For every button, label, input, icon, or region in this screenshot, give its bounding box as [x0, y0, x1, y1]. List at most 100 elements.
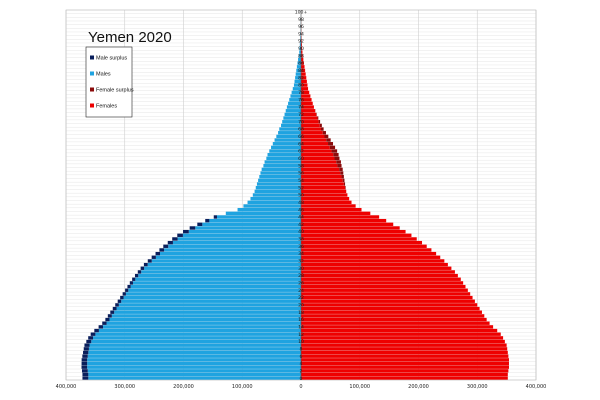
bar-males	[125, 292, 301, 296]
bar-females	[301, 350, 508, 355]
bar-female-surplus	[336, 160, 341, 164]
legend-label: Females	[96, 104, 117, 110]
bar-females	[301, 87, 309, 91]
bar-males	[289, 98, 301, 102]
age-tick-label: 36	[298, 244, 304, 250]
bar-males	[271, 145, 301, 150]
bar-males	[103, 325, 301, 329]
bar-male-surplus	[98, 325, 104, 329]
bar-females	[301, 262, 448, 267]
bar-male-surplus	[167, 240, 173, 245]
age-tick-label: 78	[298, 90, 304, 96]
x-tick-label: 0	[299, 384, 302, 390]
bar-male-surplus	[159, 248, 165, 252]
bar-males	[144, 266, 301, 270]
bar-males	[182, 233, 301, 237]
bar-males	[93, 336, 302, 340]
bar-males	[250, 196, 301, 201]
bar-males	[298, 57, 301, 62]
bar-females	[301, 72, 306, 76]
bar-males	[123, 295, 301, 300]
bar-females	[301, 68, 306, 73]
bar-females	[301, 244, 427, 248]
bar-males	[106, 321, 301, 325]
age-tick-label: 22	[298, 295, 304, 301]
bar-males	[111, 314, 301, 318]
bar-males	[243, 204, 301, 208]
bar-females	[301, 233, 412, 237]
bar-males	[276, 134, 301, 139]
bar-females	[301, 281, 464, 285]
age-tick-label: 2	[300, 368, 303, 374]
bar-females	[301, 248, 432, 252]
bar-males	[130, 284, 301, 289]
age-tick-label: 70	[298, 119, 304, 125]
bar-females	[301, 314, 485, 318]
x-tick-label: 400,000	[526, 384, 547, 390]
bar-males	[281, 123, 301, 128]
bar-males	[278, 131, 301, 135]
bar-male-surplus	[129, 281, 133, 285]
bar-males	[116, 306, 302, 311]
age-tick-label: 46	[298, 207, 304, 213]
age-tick-label: 0	[300, 376, 303, 382]
bar-males	[172, 240, 301, 245]
x-tick-label: 300,000	[114, 384, 135, 390]
bar-layer	[81, 10, 509, 380]
bar-males	[266, 156, 301, 161]
bar-male-surplus	[127, 284, 131, 289]
bar-males	[135, 277, 301, 281]
age-tick-label: 68	[298, 127, 304, 133]
bar-male-surplus	[82, 376, 89, 380]
bar-females	[301, 200, 352, 205]
age-tick-label: 10	[298, 339, 304, 345]
bar-males	[259, 175, 301, 179]
age-tick-label: 94	[298, 31, 304, 37]
x-tick-label: 200,000	[408, 384, 429, 390]
bar-male-surplus	[90, 332, 96, 336]
bar-females	[301, 120, 319, 124]
bar-female-surplus	[317, 116, 319, 120]
bar-females	[301, 251, 437, 256]
bar-females	[301, 196, 350, 201]
bar-females	[301, 189, 347, 194]
age-tick-label: 30	[298, 266, 304, 272]
x-tick-label: 200,000	[173, 384, 194, 390]
age-tick-label: 64	[298, 141, 304, 147]
bar-females	[301, 46, 303, 51]
bar-females	[301, 182, 344, 186]
bar-male-surplus	[110, 310, 115, 314]
bar-males	[164, 248, 301, 252]
bar-females	[301, 299, 475, 303]
bar-males	[89, 343, 301, 347]
bar-males	[288, 101, 301, 106]
age-tick-label: 100+	[295, 9, 308, 15]
bar-females	[301, 266, 452, 270]
bar-male-surplus	[83, 350, 89, 355]
bar-females	[301, 50, 303, 54]
bar-females	[301, 218, 387, 223]
bar-females	[301, 240, 423, 245]
bar-males	[95, 332, 301, 336]
bar-males	[298, 54, 301, 58]
age-tick-label: 6	[300, 354, 303, 360]
bar-male-surplus	[213, 215, 217, 219]
bar-males	[177, 237, 301, 241]
bar-females	[301, 94, 311, 98]
bar-females	[301, 358, 509, 362]
bar-females	[301, 101, 313, 106]
age-tick-label: 62	[298, 149, 304, 155]
age-tick-label: 26	[298, 281, 304, 287]
age-tick-label: 74	[298, 105, 304, 111]
bar-males	[252, 193, 301, 197]
bar-males	[188, 229, 301, 234]
age-tick-label: 76	[298, 97, 304, 103]
bar-males	[141, 270, 301, 274]
bar-female-surplus	[326, 138, 331, 142]
bar-male-surplus	[94, 328, 99, 333]
bar-female-surplus	[324, 134, 329, 139]
bar-males	[279, 127, 301, 131]
bar-males	[300, 35, 301, 40]
age-tick-label: 86	[298, 61, 304, 67]
bar-males	[128, 288, 301, 292]
